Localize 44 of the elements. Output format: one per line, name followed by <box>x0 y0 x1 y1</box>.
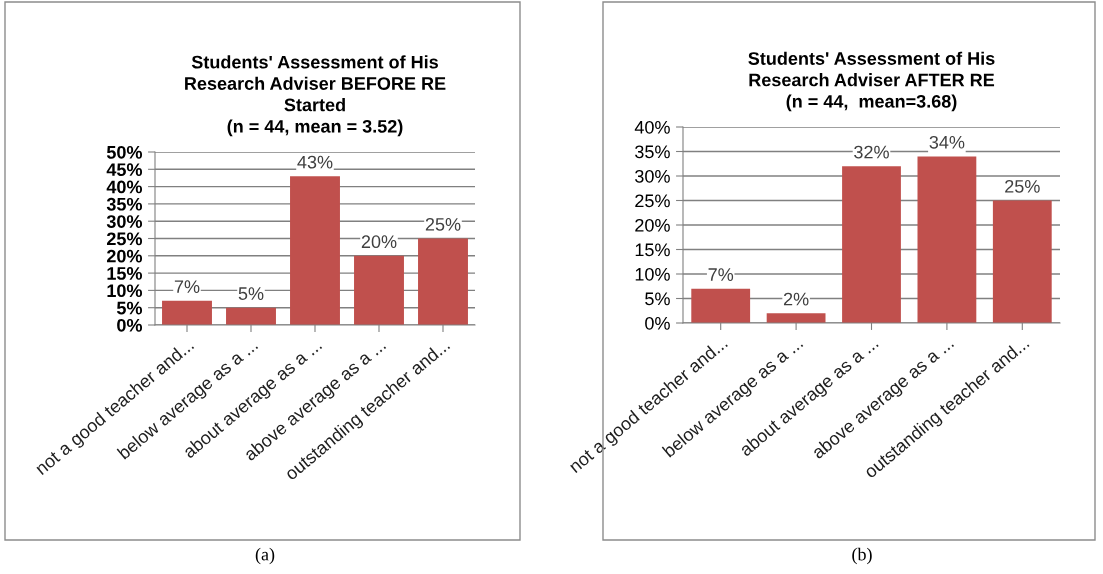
data-label: 25% <box>1005 179 1040 193</box>
text: (a) <box>255 547 275 565</box>
y-tick-label: 5% <box>645 292 670 306</box>
data-label: 7% <box>708 268 734 281</box>
y-tick-label: 15% <box>107 267 143 280</box>
y-tick-label: 40% <box>634 120 670 134</box>
data-label: 7% <box>174 280 200 293</box>
bar <box>162 300 212 325</box>
bar <box>992 200 1052 323</box>
y-tick-label: 0% <box>117 318 143 332</box>
bar <box>354 255 404 325</box>
bar <box>418 238 468 325</box>
y-tick-label: 45% <box>106 163 143 177</box>
y-tick-label: 35% <box>106 197 143 211</box>
data-label: 5% <box>238 287 264 300</box>
y-tick-label: 30% <box>106 215 143 228</box>
y-tick-label: 20% <box>106 249 143 263</box>
bar <box>691 288 751 323</box>
y-tick-label: 10% <box>635 267 670 281</box>
chart-title: Students' Assessment of His Research Adviser AFTER RE (n = 44, mean=3.68) <box>748 51 995 112</box>
data-label: 20% <box>361 235 397 249</box>
bar <box>766 313 826 323</box>
y-tick-label: 25% <box>106 232 143 246</box>
y-tick-label: 20% <box>635 218 670 232</box>
chart-title: Students' Assessment of His Research Adviser BEFORE RE Started (n = 44, mean = 3.52) <box>185 55 446 137</box>
bar <box>842 166 901 323</box>
y-tick-label: 25% <box>635 194 670 208</box>
y-tick-label: 0% <box>645 316 670 330</box>
y-tick-label: 10% <box>107 284 143 298</box>
data-label: 2% <box>783 292 809 306</box>
y-tick-label: 50% <box>106 145 143 159</box>
bar <box>917 156 977 323</box>
y-tick-label: 15% <box>635 243 670 257</box>
text: (b) <box>852 547 872 565</box>
data-label: 32% <box>854 145 889 159</box>
y-tick-label: 35% <box>635 145 670 159</box>
y-tick-label: 30% <box>635 169 670 183</box>
bar <box>226 307 276 325</box>
data-label: 43% <box>297 155 333 169</box>
y-tick-label: 5% <box>116 301 143 315</box>
data-label: 34% <box>929 135 965 149</box>
data-label: 25% <box>425 217 461 231</box>
bar <box>290 176 340 325</box>
y-tick-label: 40% <box>106 180 143 194</box>
